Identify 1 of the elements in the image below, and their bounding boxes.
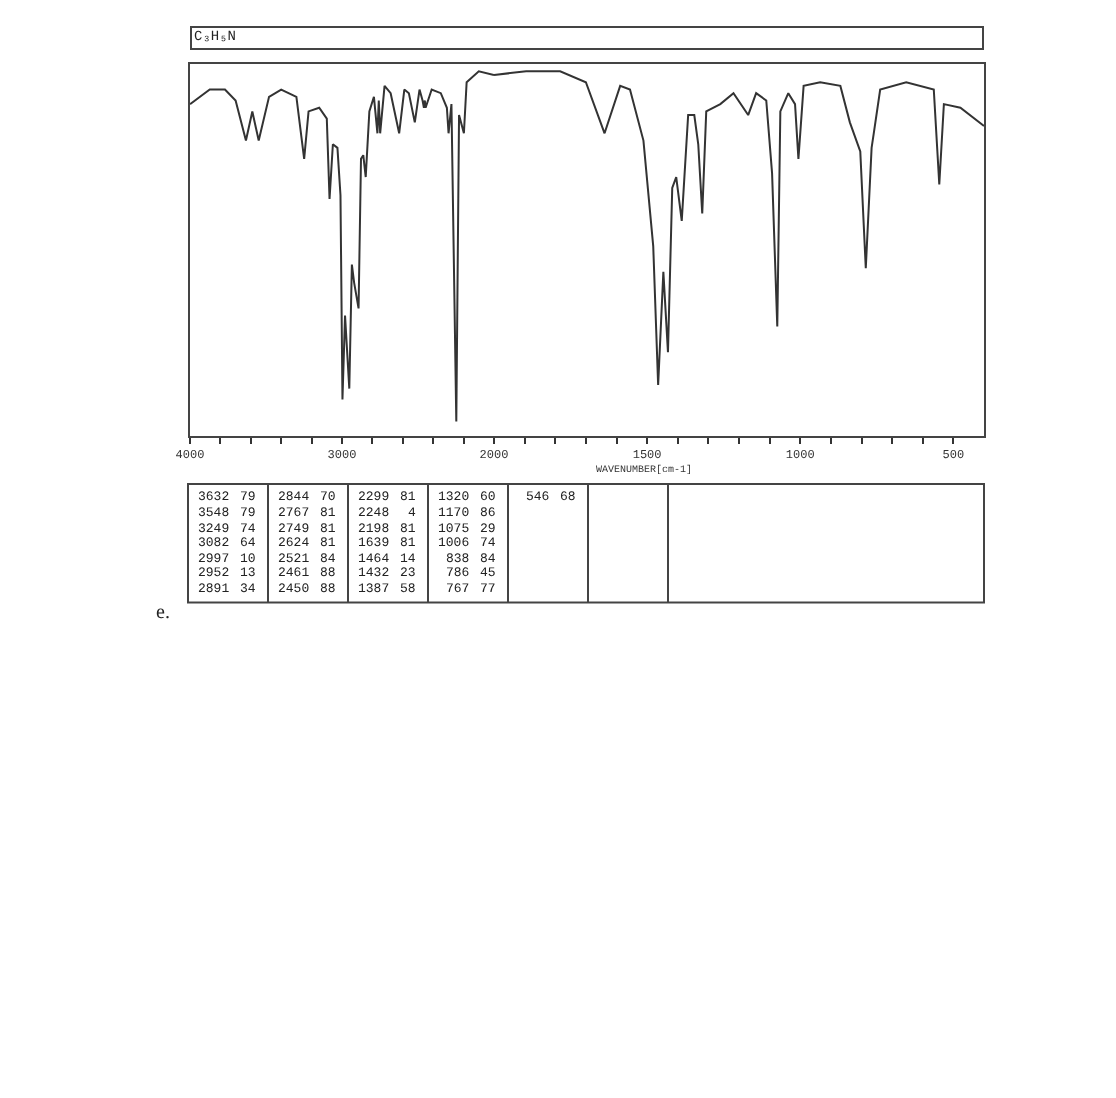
text: e. (156, 602, 170, 624)
